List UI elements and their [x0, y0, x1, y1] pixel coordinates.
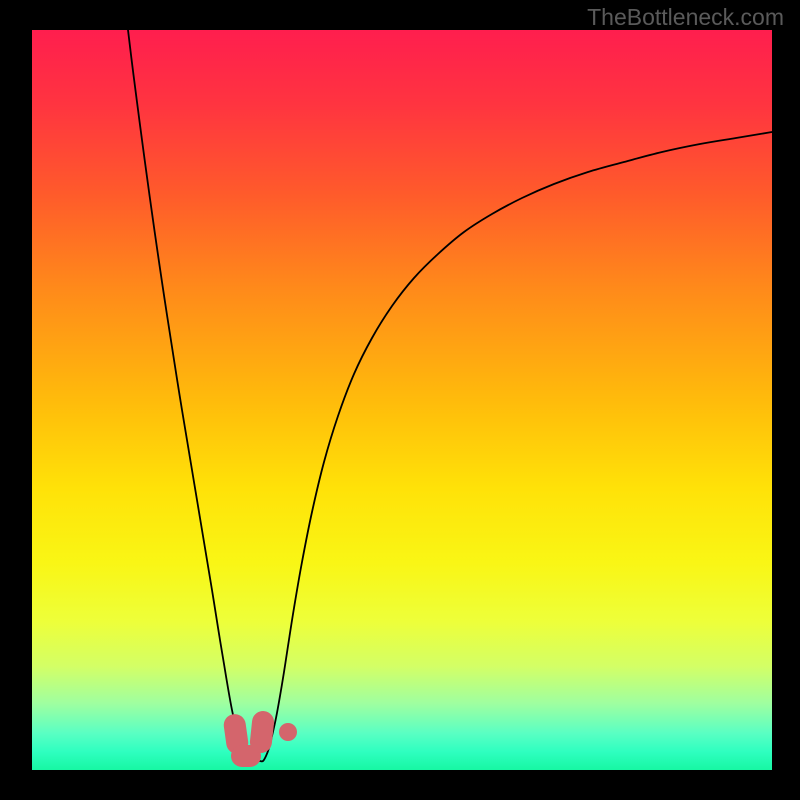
chart-container: TheBottleneck.com: [0, 0, 800, 800]
markers-layer: [32, 30, 772, 770]
marker-dot: [279, 723, 297, 741]
plot-area: [32, 30, 772, 770]
marker-capsule: [249, 710, 275, 754]
watermark-text: TheBottleneck.com: [587, 4, 784, 31]
